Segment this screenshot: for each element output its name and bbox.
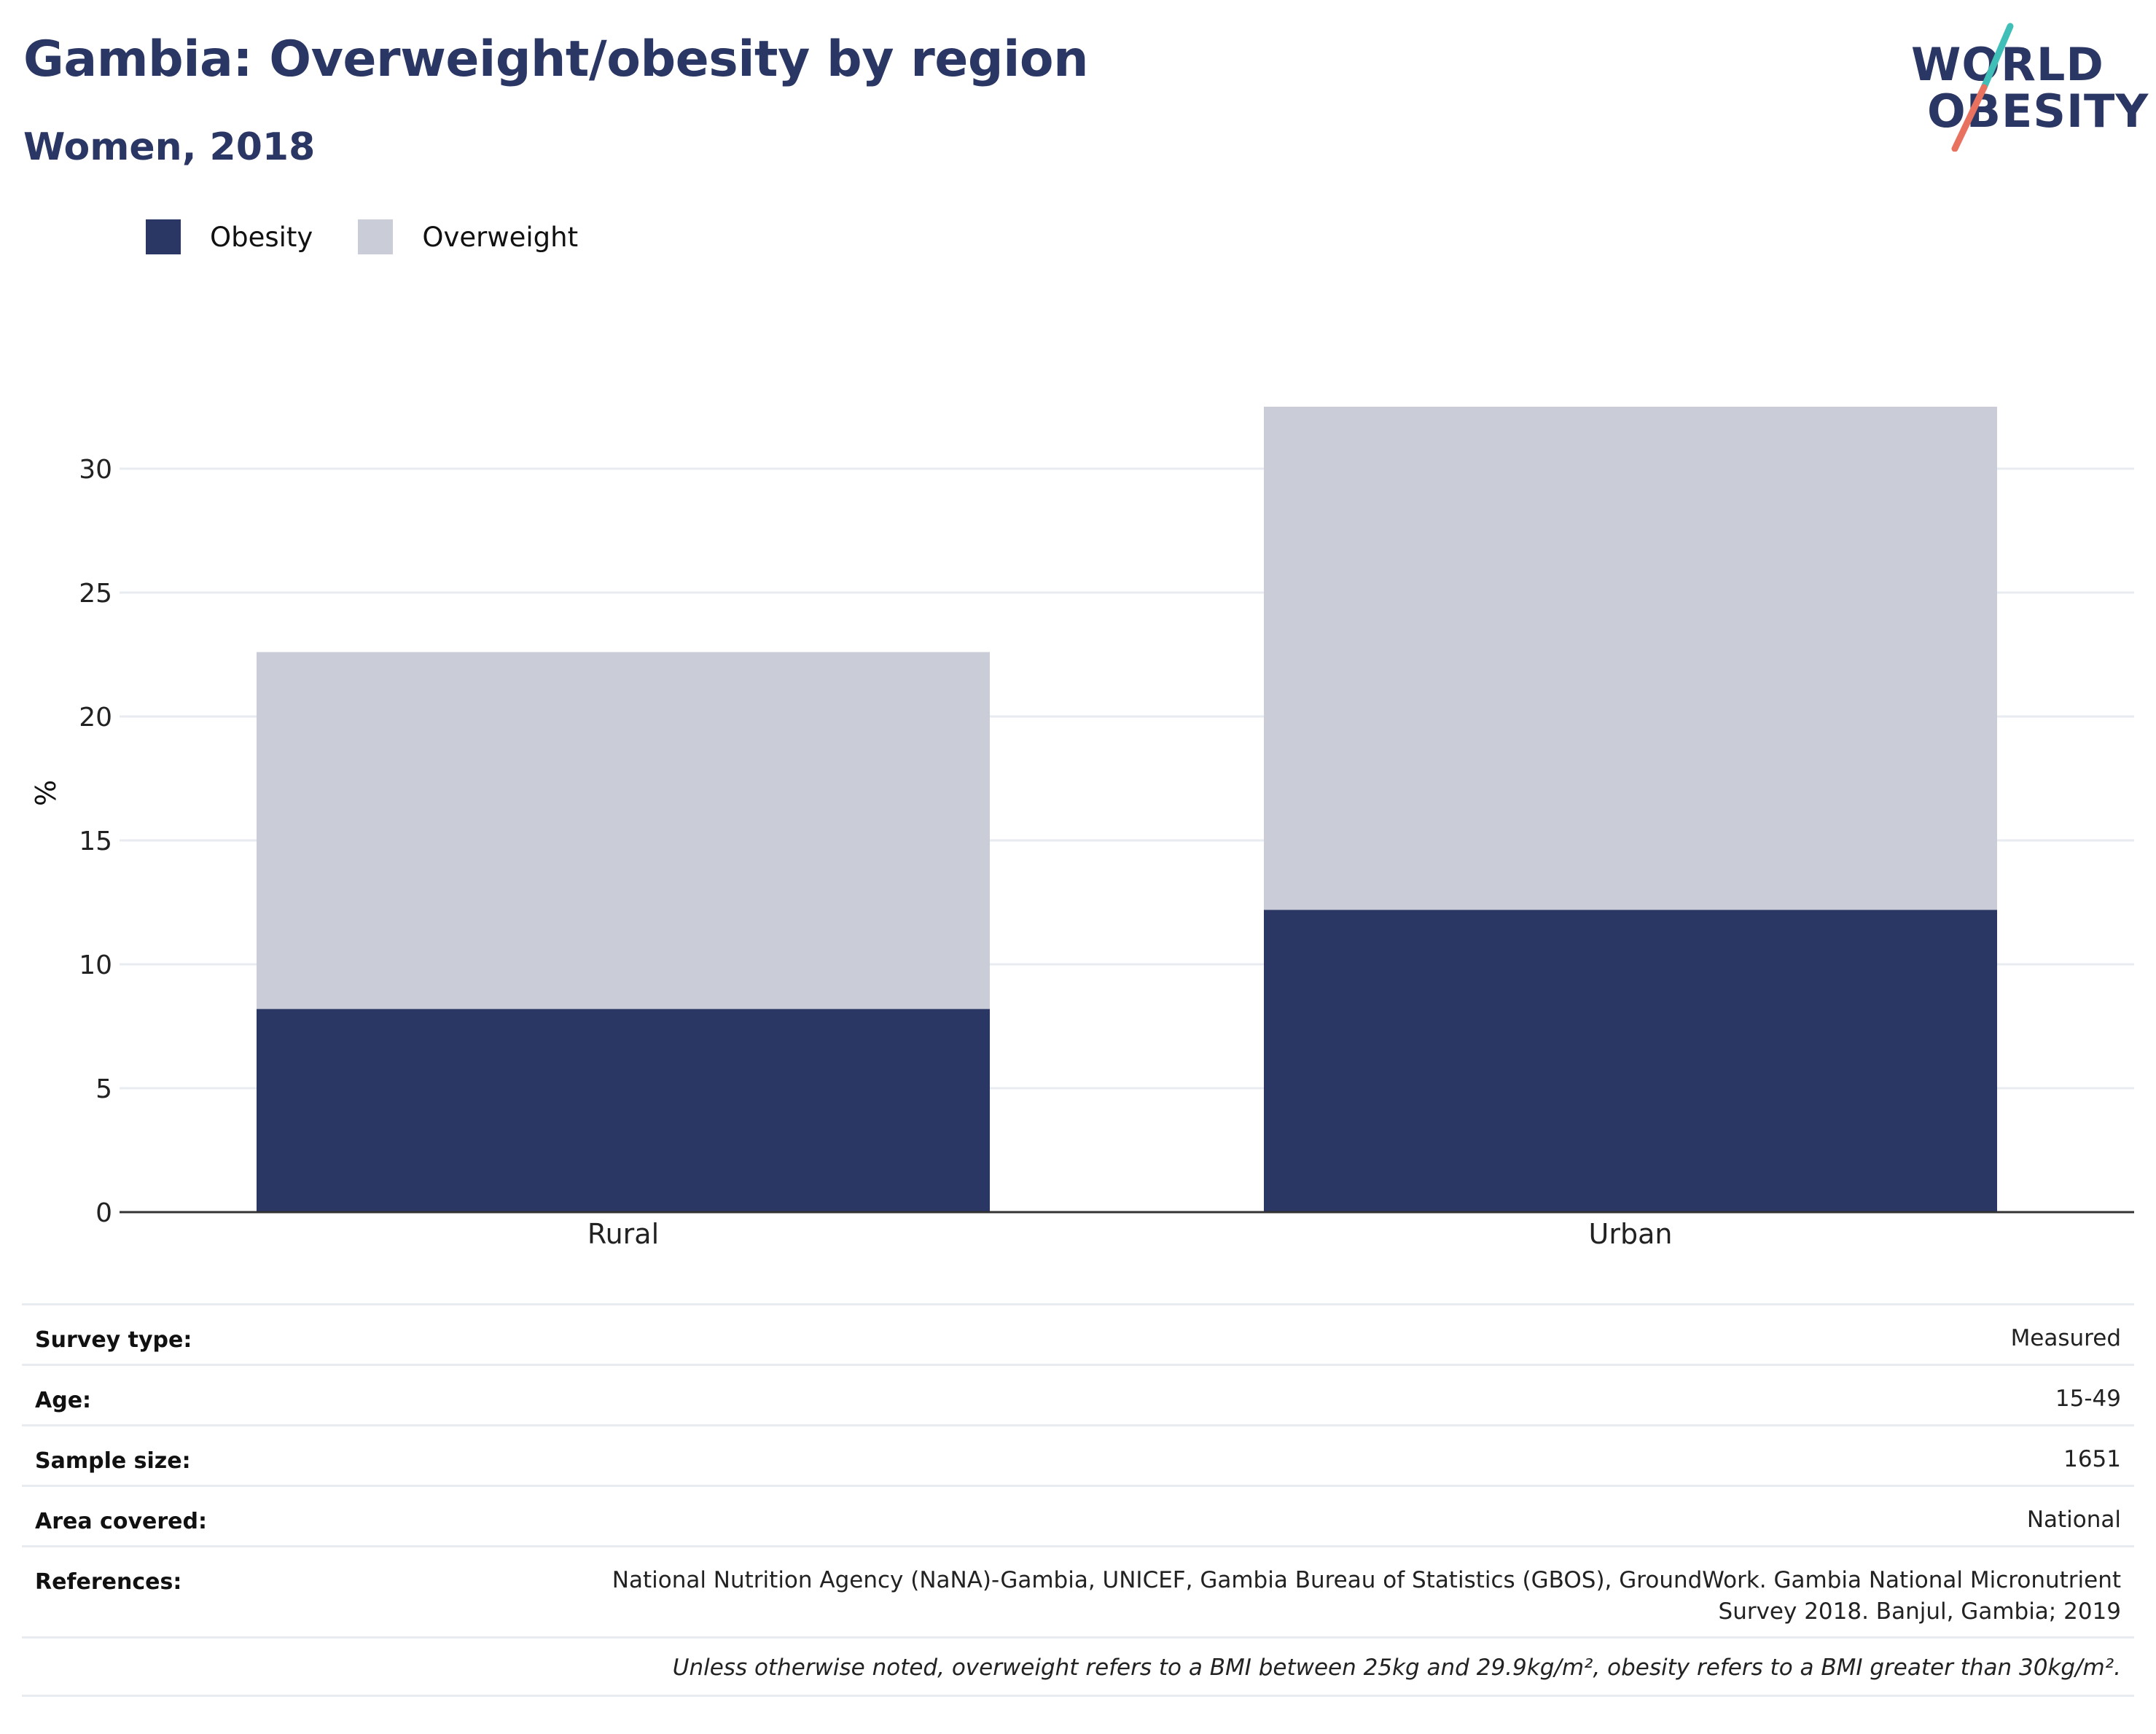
meta-row-references: References: National Nutrition Agency (N… (22, 1545, 2134, 1636)
y-tick-label: 25 (79, 579, 112, 609)
y-tick-label: 30 (79, 455, 112, 485)
bars (257, 407, 1997, 1212)
y-axis-label: % (30, 780, 62, 806)
x-tick-label: Rural (587, 1218, 659, 1250)
y-tick-label: 5 (95, 1074, 112, 1104)
legend-item-overweight[interactable]: Overweight (358, 219, 578, 254)
y-tick-label: 0 (95, 1198, 112, 1228)
meta-value: Measured (2010, 1325, 2121, 1351)
y-tick-label: 20 (79, 703, 112, 733)
meta-label: References: (35, 1569, 182, 1595)
world-obesity-logo: WORLD OBESITY (1902, 20, 2148, 152)
legend-label-obesity: Obesity (210, 221, 313, 253)
legend-label-overweight: Overweight (422, 221, 579, 253)
y-axis-ticks: 0 5 10 15 20 25 30 (79, 455, 112, 1228)
chart-subtitle: Women, 2018 (23, 125, 316, 169)
x-axis: Rural Urban (120, 1211, 2134, 1250)
meta-row-survey-type: Survey type: Measured (22, 1303, 2134, 1364)
meta-label: Area covered: (35, 1509, 207, 1534)
bar-obesity-urban[interactable] (1264, 910, 1997, 1212)
reference-line: National Nutrition Agency (NaNA)-Gambia,… (612, 1567, 2121, 1593)
bar-obesity-rural[interactable] (257, 1009, 990, 1212)
x-tick-label: Urban (1589, 1218, 1673, 1250)
stacked-bar-chart: 0 5 10 15 20 25 30 Rural Urban % (30, 407, 2134, 1250)
reference-line: Survey 2018. Banjul, Gambia; 2019 (1718, 1598, 2121, 1625)
meta-value-references: National Nutrition Agency (NaNA)-Gambia,… (612, 1565, 2121, 1628)
meta-label: Survey type: (35, 1327, 192, 1353)
meta-value: 1651 (2063, 1446, 2121, 1472)
logo-word-world: WORLD (1911, 38, 2104, 91)
meta-row-age: Age: 15-49 (22, 1364, 2134, 1424)
logo-slash-icon (1951, 23, 2014, 152)
chart-title: Gambia: Overweight/obesity by region (23, 31, 1089, 88)
meta-row-area-covered: Area covered: National (22, 1485, 2134, 1545)
meta-row-sample-size: Sample size: 1651 (22, 1424, 2134, 1485)
legend-swatch-overweight (358, 219, 394, 254)
legend-swatch-obesity (146, 219, 181, 254)
bmi-definition-footnote: Unless otherwise noted, overweight refer… (22, 1636, 2134, 1697)
meta-value: 15-49 (2055, 1386, 2121, 1412)
chart-legend: Obesity Overweight (146, 219, 623, 255)
meta-value: National (2026, 1507, 2121, 1533)
legend-item-obesity[interactable]: Obesity (146, 219, 313, 254)
y-tick-label: 15 (79, 827, 112, 856)
meta-label: Age: (35, 1388, 92, 1413)
survey-details-table: Survey type: Measured Age: 15-49 Sample … (22, 1303, 2134, 1697)
y-tick-label: 10 (79, 950, 112, 980)
bar-overweight-urban[interactable] (1264, 407, 1997, 910)
bar-overweight-rural[interactable] (257, 652, 990, 1009)
meta-label: Sample size: (35, 1448, 191, 1474)
